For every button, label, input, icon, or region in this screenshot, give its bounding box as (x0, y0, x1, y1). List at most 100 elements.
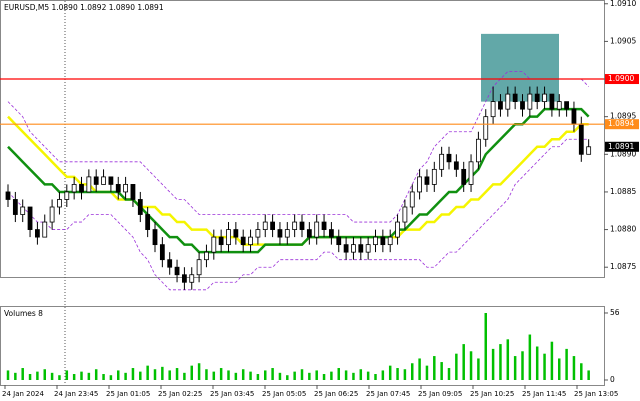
x-tick-label: 25 Jan 02:25 (158, 390, 202, 398)
candle-body (204, 251, 209, 261)
candle-body (439, 153, 445, 170)
candle-body (571, 108, 577, 125)
candle-body (358, 244, 364, 253)
x-tick-label: 25 Jan 05:05 (262, 390, 306, 398)
volume-label: Volumes 8 (4, 309, 43, 318)
candle-body (20, 206, 26, 215)
candle-body (49, 206, 55, 223)
candle-body (196, 259, 202, 276)
candle-body (218, 236, 224, 246)
candle-body (542, 93, 547, 103)
price-tag (605, 119, 639, 130)
candle-body (380, 236, 386, 246)
candle-body (101, 176, 106, 185)
x-tick-label: 25 Jan 09:05 (418, 390, 462, 398)
y-tick-label: 1.0895 (610, 112, 636, 121)
candle-body (64, 191, 70, 200)
candle-body (505, 93, 511, 110)
candle-body (174, 266, 180, 276)
y-tick-label: 1.0875 (610, 262, 636, 271)
candle-body (365, 244, 371, 253)
x-tick-label: 24 Jan 23:45 (54, 390, 98, 398)
price-tag (605, 74, 639, 85)
zone (481, 33, 559, 102)
x-tick-label: 25 Jan 01:05 (106, 390, 150, 398)
candle-body (453, 161, 459, 170)
price-tag (605, 141, 639, 152)
price-tag-label: 1.0891 (608, 142, 634, 151)
candle-body (314, 221, 320, 238)
candle-body (262, 221, 268, 230)
candle-body (152, 229, 158, 246)
candle-body (35, 229, 40, 238)
candle-body (556, 101, 562, 110)
y-tick-label: 1.0880 (610, 225, 636, 234)
candle-body (328, 229, 334, 238)
candle-body (211, 236, 217, 253)
chart-title: EURUSD,M5 1.0890 1.0892 1.0890 1.0891 (4, 3, 164, 12)
y-tick-label: 1.0885 (610, 187, 636, 196)
price-tag-label: 1.0894 (608, 119, 634, 128)
candle-body (351, 244, 356, 253)
candle-body (402, 206, 408, 223)
candle-body (71, 184, 77, 193)
candle-body (461, 168, 467, 185)
candle-body (57, 199, 62, 208)
candle-body (586, 146, 592, 155)
candle-body (226, 229, 231, 246)
bollinger-band (7, 138, 589, 291)
candle-body (549, 93, 555, 110)
candle-body (336, 236, 342, 246)
candle-body (255, 229, 261, 238)
candle-body (321, 221, 327, 230)
x-tick-label: 25 Jan 06:25 (314, 390, 358, 398)
candle-body (387, 236, 393, 246)
candle-body (490, 101, 496, 118)
candle-body (145, 214, 151, 230)
candle-body (130, 184, 136, 200)
candle-body (123, 184, 128, 193)
candle-body (483, 116, 489, 140)
candle-body (93, 176, 99, 185)
candle-body (108, 176, 114, 185)
candle-body (520, 101, 525, 110)
x-tick-label: 25 Jan 13:05 (574, 390, 618, 398)
x-tick-label: 25 Jan 10:25 (470, 390, 514, 398)
volume-tick-label: 0 (610, 375, 615, 384)
candle-body (498, 101, 503, 110)
candle-body (343, 244, 349, 253)
x-tick-label: 25 Jan 11:45 (522, 390, 566, 398)
x-tick-label: 25 Jan 03:45 (210, 390, 254, 398)
y-tick-label: 1.0910 (610, 0, 636, 8)
candle-body (79, 184, 84, 193)
candle-body (468, 161, 474, 185)
candle-body (395, 221, 400, 238)
volume-tick-label: 56 (610, 308, 620, 317)
candle-body (233, 229, 239, 238)
candle-body (27, 206, 33, 230)
candle-body (248, 236, 253, 246)
candle-body (446, 153, 452, 163)
moving-average (7, 107, 590, 254)
candle-body (299, 221, 305, 230)
candle-body (534, 93, 540, 103)
candle-body (240, 236, 246, 246)
bollinger-band (7, 71, 589, 223)
candle-body (578, 123, 584, 155)
candle-body (306, 229, 312, 238)
y-tick-label: 1.0890 (610, 149, 636, 158)
candle-body (475, 138, 481, 163)
candle-body (431, 168, 437, 185)
candle-body (409, 191, 415, 208)
x-tick-label: 25 Jan 07:45 (366, 390, 410, 398)
candle-body (424, 176, 430, 185)
candle-body (5, 191, 11, 200)
candle-body (159, 244, 165, 261)
candle-body (12, 199, 18, 215)
candle-body (512, 93, 518, 103)
candle-body (527, 93, 533, 110)
candle-body (189, 274, 195, 283)
candle-body (373, 236, 378, 246)
candle-body (417, 176, 423, 193)
